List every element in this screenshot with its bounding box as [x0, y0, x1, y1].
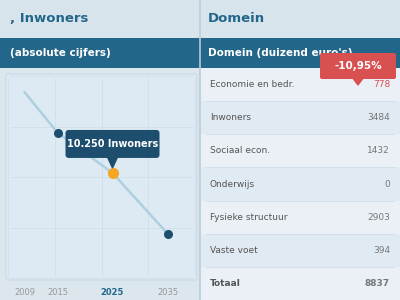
Text: 778: 778 — [373, 80, 390, 89]
Text: Inwoners: Inwoners — [210, 113, 251, 122]
FancyBboxPatch shape — [66, 130, 160, 158]
Text: Fysieke structuur: Fysieke structuur — [210, 213, 288, 222]
Bar — [200, 134, 400, 167]
Text: 394: 394 — [373, 246, 390, 255]
Text: 2025: 2025 — [101, 288, 124, 297]
FancyBboxPatch shape — [320, 53, 396, 79]
Polygon shape — [352, 77, 364, 85]
Bar — [200, 0, 400, 300]
Text: Economie en bedr.: Economie en bedr. — [210, 80, 294, 89]
Text: 2035: 2035 — [157, 288, 178, 297]
Bar — [200, 201, 400, 234]
Bar — [200, 267, 400, 300]
Text: 10.250 Inwoners: 10.250 Inwoners — [67, 139, 158, 149]
Bar — [0, 0, 200, 300]
Text: 2015: 2015 — [47, 288, 68, 297]
Text: Sociaal econ.: Sociaal econ. — [210, 146, 270, 155]
Bar — [200, 167, 400, 201]
Bar — [200, 0, 400, 38]
Text: Domein (duizend euro's): Domein (duizend euro's) — [208, 48, 352, 58]
Text: Domein: Domein — [208, 13, 265, 26]
Text: 0: 0 — [384, 179, 390, 188]
Bar — [200, 68, 400, 101]
Text: Totaal: Totaal — [210, 279, 241, 288]
Bar — [200, 38, 400, 68]
Text: (absolute cijfers): (absolute cijfers) — [10, 48, 111, 58]
Polygon shape — [106, 155, 118, 168]
Text: 2903: 2903 — [367, 213, 390, 222]
Bar — [0, 38, 200, 68]
Bar — [200, 101, 400, 134]
Text: -10,95%: -10,95% — [334, 61, 382, 71]
Bar — [200, 234, 400, 267]
Text: , Inwoners: , Inwoners — [10, 13, 88, 26]
Text: 1432: 1432 — [367, 146, 390, 155]
Text: 8837: 8837 — [365, 279, 390, 288]
Text: 3484: 3484 — [367, 113, 390, 122]
Text: Onderwijs: Onderwijs — [210, 179, 255, 188]
Text: 2009: 2009 — [14, 288, 35, 297]
FancyBboxPatch shape — [6, 74, 197, 280]
Bar — [0, 0, 200, 38]
Text: Vaste voet: Vaste voet — [210, 246, 258, 255]
